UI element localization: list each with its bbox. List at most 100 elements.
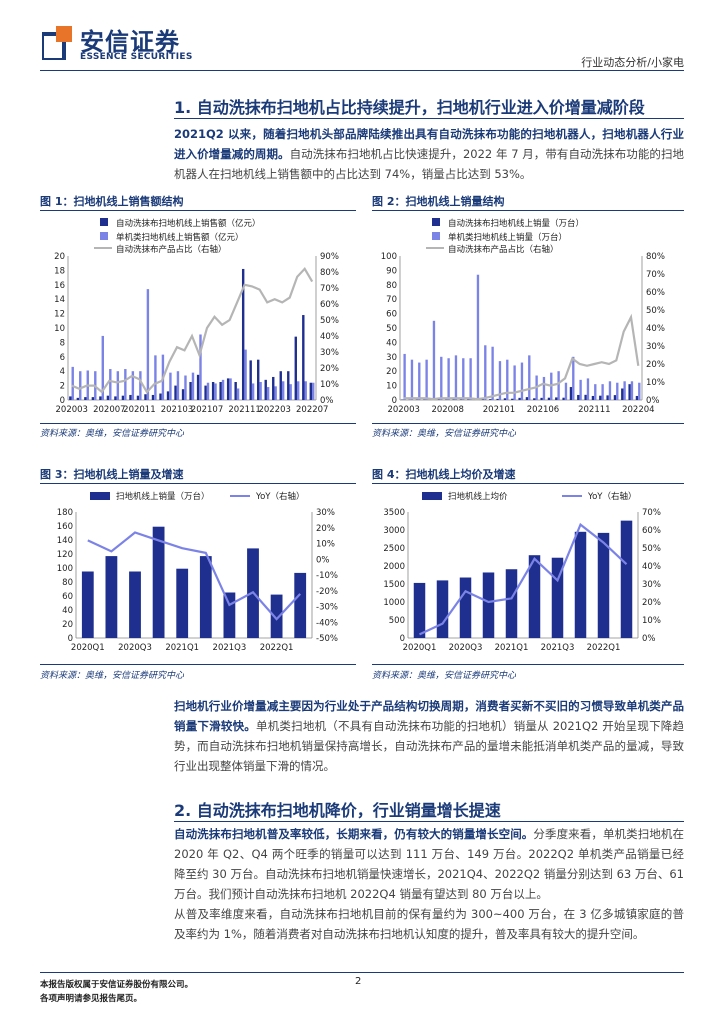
line-series: [419, 522, 628, 636]
bar-standalone: [447, 358, 450, 400]
fig2-title: 图 2：扫地机线上销量结构: [372, 195, 505, 208]
line-series: [403, 313, 640, 401]
footer-copyright: 本报告版权属于安信证券股份有限公司。: [40, 980, 194, 990]
x-tick-label: 2022Q1: [587, 643, 621, 653]
legend-swatch: [432, 218, 440, 226]
bar-standalone: [139, 371, 142, 400]
x-tick-label: 202003: [387, 405, 419, 415]
bar-mop-wash: [196, 374, 200, 400]
bar-standalone: [586, 378, 590, 400]
bar: [574, 531, 587, 638]
y2-tick-label: 0%: [320, 396, 334, 406]
bar-standalone: [199, 334, 202, 400]
y-tick-label: 100: [57, 564, 73, 574]
x-tick-label: 2020Q3: [118, 643, 152, 653]
y2-tick-label: 30%: [642, 580, 661, 590]
legend-label: 单机类扫地机线上销售额（亿元）: [116, 232, 244, 243]
bar-mop-wash: [69, 396, 72, 400]
line-series: [71, 266, 314, 394]
footer-divider: [40, 972, 684, 973]
y-tick-label: 70: [386, 295, 397, 305]
bar: [459, 577, 472, 638]
bar-mop-wash: [467, 399, 470, 400]
bar-standalone: [236, 388, 240, 400]
y-tick-label: 80: [62, 578, 73, 588]
legend-swatch: [422, 492, 442, 500]
legend-label: YoY（右轴）: [255, 491, 304, 502]
legend-swatch: [100, 232, 108, 240]
bar-mop-wash: [121, 395, 125, 400]
y2-tick-label: 50%: [320, 316, 339, 326]
bar-standalone: [623, 381, 626, 400]
bar-mop-wash: [599, 395, 602, 400]
bar-mop-wash: [129, 394, 132, 400]
bar: [81, 571, 94, 638]
fig2-title-line: [372, 210, 684, 211]
y-tick-label: 60: [386, 310, 397, 320]
bar-mop-wash: [204, 385, 207, 400]
bar-standalone: [191, 372, 195, 400]
section2-paragraph: 自动洗抹布扫地机普及率较低，长期来看，仍有较大的销量增长空间。分季度来看，单机类…: [174, 824, 684, 904]
bar: [152, 526, 165, 638]
y2-tick-label: 60%: [320, 300, 339, 310]
legend-label: 自动洗抹布扫地机线上销售额（亿元）: [116, 218, 261, 229]
report-category: 行业动态分析/小家电: [581, 56, 684, 69]
bar-standalone: [608, 381, 612, 400]
bar-standalone: [131, 371, 135, 400]
bar-mop-wash: [302, 315, 305, 400]
legend-label: 扫地机线上销量（万台）: [116, 491, 210, 502]
y-tick-label: 0: [68, 634, 73, 644]
y-tick-label: 60: [62, 592, 73, 602]
bar-mop-wash: [518, 397, 521, 400]
bar-standalone: [616, 382, 619, 400]
bar-mop-wash: [241, 268, 245, 400]
bar-standalone: [638, 382, 641, 400]
y-tick-label: 18: [54, 266, 65, 276]
bar-standalone: [206, 382, 210, 400]
bar-standalone: [214, 383, 217, 400]
bar-standalone: [101, 335, 104, 400]
fig1-source-line: [40, 423, 356, 424]
x-tick-label: 2020Q1: [403, 643, 437, 653]
y-tick-label: 1500: [383, 580, 405, 590]
legend-label: 扫地机线上均价: [448, 491, 508, 502]
bar: [294, 572, 307, 638]
bar-mop-wash: [525, 397, 529, 400]
bar-standalone: [116, 371, 120, 400]
fig3-source-line: [40, 664, 356, 665]
y-tick-label: 16: [54, 281, 65, 291]
bar-standalone: [520, 362, 524, 400]
y2-tick-label: 80%: [646, 252, 665, 262]
y2-tick-label: 60%: [646, 288, 665, 298]
bar-mop-wash: [452, 399, 455, 400]
bar-mop-wash: [562, 397, 565, 400]
fig1-source: 资料来源：奥维，安信证券研究中心: [40, 429, 185, 439]
bar: [270, 594, 283, 638]
legend-swatch: [90, 492, 110, 500]
bar-mop-wash: [234, 382, 237, 400]
x-tick-label: 202207: [296, 405, 328, 415]
y-tick-label: 140: [57, 536, 73, 546]
x-tick-label: 2021Q3: [213, 643, 247, 653]
section2-bold-text: 自动洗抹布扫地机普及率较低，长期来看，仍有较大的销量增长空间。: [174, 827, 534, 841]
bar: [129, 571, 141, 638]
x-tick-label: 202008: [431, 405, 463, 415]
y2-tick-label: 40%: [642, 562, 661, 572]
bar-standalone: [476, 274, 480, 400]
y-tick-label: 20: [54, 252, 65, 262]
fig2-source: 资料来源：奥维，安信证券研究中心: [372, 429, 517, 439]
bar-mop-wash: [569, 387, 573, 400]
x-tick-label: 202011: [123, 405, 155, 415]
bar-mop-wash: [489, 399, 492, 400]
x-tick-label: 2022Q1: [260, 643, 294, 653]
section1-analysis-paragraph: 扫地机行业价增量减主要因为行业处于产品结构切换周期，消费者买新不买旧的习惯导致单…: [174, 696, 684, 776]
y-tick-label: 12: [54, 310, 65, 320]
x-tick-label: 202203: [258, 405, 290, 415]
bar-standalone: [154, 355, 157, 400]
fig3-title: 图 3：扫地机线上销量及增速: [40, 468, 184, 481]
bar-mop-wash: [606, 395, 609, 400]
bar-mop-wash: [189, 382, 192, 400]
footer-disclaimer: 各项声明请参见报告尾页。: [40, 994, 143, 1004]
section1-body-text: 自动洗抹布扫地机占比快速提升，2022 年 7 月，带有自动洗抹布功能的扫地机器…: [174, 147, 685, 181]
company-logo-icon: [42, 26, 72, 60]
